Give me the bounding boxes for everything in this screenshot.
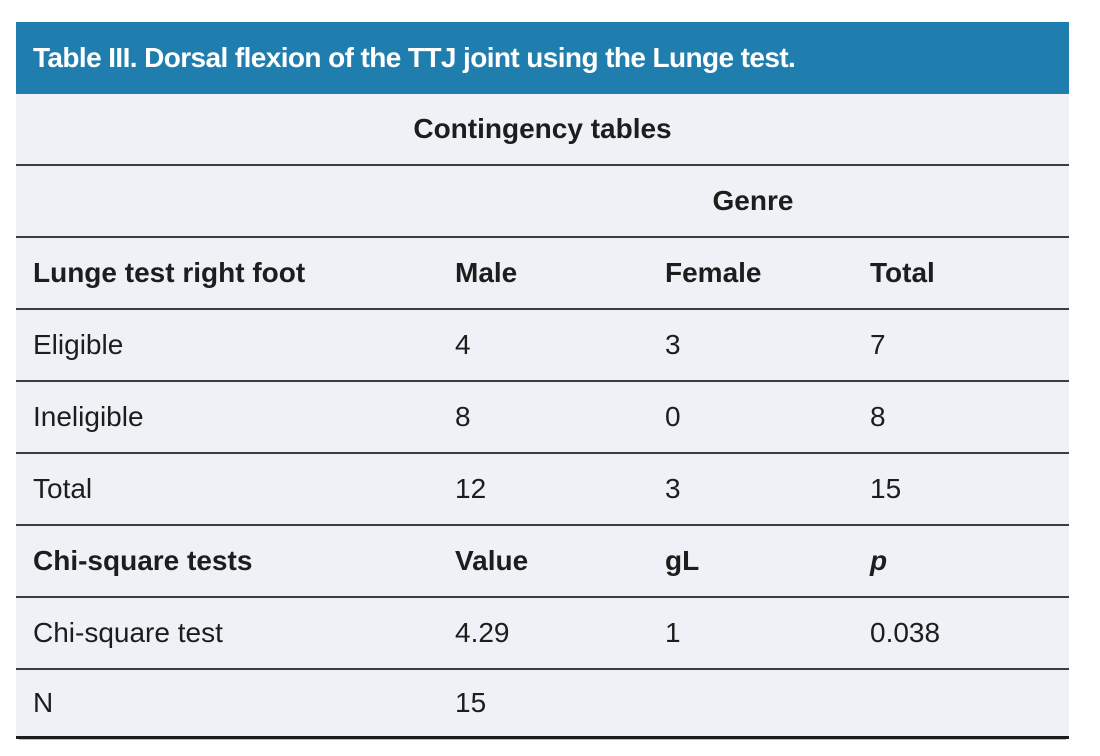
cell-gl: 1 <box>665 616 681 648</box>
table-subtitle: Contingency tables <box>413 112 672 144</box>
column-header-lunge-test: Lunge test right foot <box>33 256 306 288</box>
chi-square-header-row: Chi-square tests Value gL p <box>16 526 1069 598</box>
genre-group-header: Genre <box>712 184 794 216</box>
cell-total: 7 <box>870 328 886 360</box>
cell-value: 4.29 <box>455 616 510 648</box>
cell-value: 15 <box>455 686 487 718</box>
row-label: Chi-square test <box>33 616 223 648</box>
cell-female: 0 <box>665 400 681 432</box>
table-row-ineligible: Ineligible 8 0 8 <box>16 382 1069 454</box>
column-header-female: Female <box>665 256 762 288</box>
row-label: Total <box>33 472 93 504</box>
table-row-total: Total 12 3 15 <box>16 454 1069 526</box>
contingency-header-row: Lunge test right foot Male Female Total <box>16 238 1069 310</box>
genre-header-row: Genre <box>16 166 1069 238</box>
cell-p: 0.038 <box>870 616 941 648</box>
cell-female: 3 <box>665 472 681 504</box>
subtitle-row: Contingency tables <box>16 94 1069 166</box>
table-body: Contingency tables Genre Lunge test righ… <box>16 94 1069 739</box>
row-label: Ineligible <box>33 400 144 432</box>
column-header-gl: gL <box>665 544 700 576</box>
cell-total: 15 <box>870 472 902 504</box>
cell-total: 8 <box>870 400 886 432</box>
column-header-male: Male <box>455 256 518 288</box>
table-row-n: N 15 <box>16 670 1069 739</box>
row-label: Eligible <box>33 328 124 360</box>
cell-male: 4 <box>455 328 471 360</box>
cell-male: 8 <box>455 400 471 432</box>
table-row-chi-square-test: Chi-square test 4.29 1 0.038 <box>16 598 1069 670</box>
column-header-total: Total <box>870 256 935 288</box>
column-header-p: p <box>870 544 888 576</box>
cell-female: 3 <box>665 328 681 360</box>
column-header-value: Value <box>455 544 529 576</box>
cell-male: 12 <box>455 472 487 504</box>
row-label: N <box>33 686 54 718</box>
table-row-eligible: Eligible 4 3 7 <box>16 310 1069 382</box>
column-header-chi-square-tests: Chi-square tests <box>33 544 253 576</box>
table-caption-bar: Table III. Dorsal flexion of the TTJ joi… <box>16 22 1069 94</box>
table-title: Table III. Dorsal flexion of the TTJ joi… <box>33 42 796 73</box>
statistics-table: Table III. Dorsal flexion of the TTJ joi… <box>16 22 1069 739</box>
